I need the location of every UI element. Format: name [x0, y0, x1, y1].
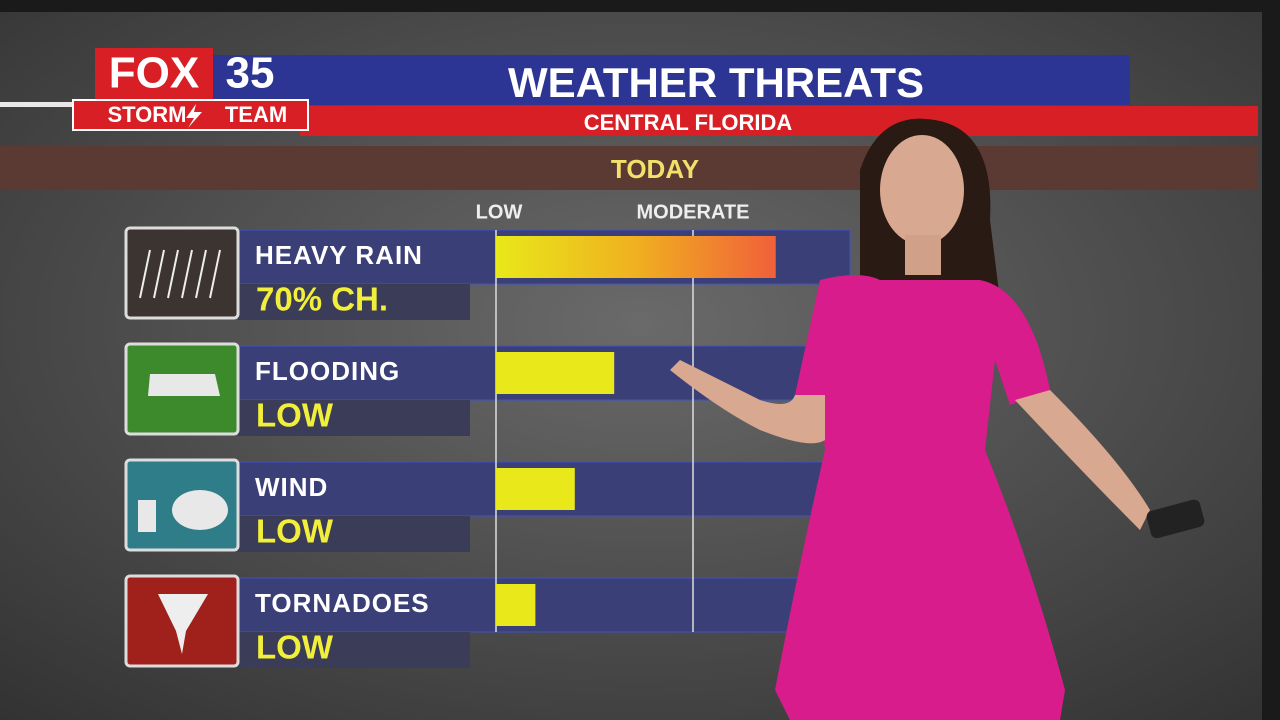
flood-icon [148, 374, 220, 396]
chart-title: WEATHER THREATS [508, 59, 924, 106]
rating-band [238, 400, 470, 436]
bar [496, 236, 776, 278]
rating-label: 70% CH. [256, 281, 388, 318]
category-label: TORNADOES [255, 588, 430, 618]
rating-label: LOW [256, 397, 334, 434]
right-edge [1262, 0, 1280, 720]
rain-streak [209, 249, 221, 299]
rain-streak [153, 249, 165, 299]
rating-band [238, 516, 470, 552]
wind-icon [172, 490, 228, 530]
bar [496, 584, 536, 626]
chart-subtitle: CENTRAL FLORIDA [584, 110, 793, 135]
category-label: HEAVY RAIN [255, 240, 423, 270]
logo-box [95, 48, 213, 100]
category-label: FLOODING [255, 356, 400, 386]
logo-team-left: STORM [107, 102, 186, 127]
rain-streak [167, 249, 179, 299]
tornado-icon [158, 594, 208, 654]
rain-streak [139, 249, 151, 299]
rating-label: LOW [256, 513, 334, 550]
bar [496, 468, 575, 510]
title-banner [95, 55, 1130, 105]
row-track [237, 577, 851, 633]
subtitle-banner [300, 106, 1258, 136]
rating-band [238, 632, 470, 668]
rating-label: LOW [256, 629, 334, 666]
bar [496, 352, 615, 394]
wind-post [138, 500, 156, 532]
period-band [0, 146, 1258, 190]
top-edge [0, 0, 1280, 12]
header-line [0, 102, 75, 107]
logo-team-right: TEAM [225, 102, 287, 127]
rating-band [238, 284, 470, 320]
x-tick-label: LOW [476, 201, 523, 223]
x-tick-label: MODERATE [637, 201, 750, 223]
category-label: WIND [255, 472, 328, 502]
rows: LOW MODERATE HEAVY RAIN 70% CH. FLOODING LOW W… [124, 201, 851, 668]
rain-streak [181, 249, 193, 299]
period: TODAY [611, 154, 699, 184]
logo-name: FOX [109, 49, 199, 98]
presenter [670, 118, 1205, 720]
rain-streak [195, 249, 207, 299]
logo-channel: 35 [226, 49, 275, 98]
bolt [186, 104, 202, 128]
icon-box [124, 226, 240, 320]
